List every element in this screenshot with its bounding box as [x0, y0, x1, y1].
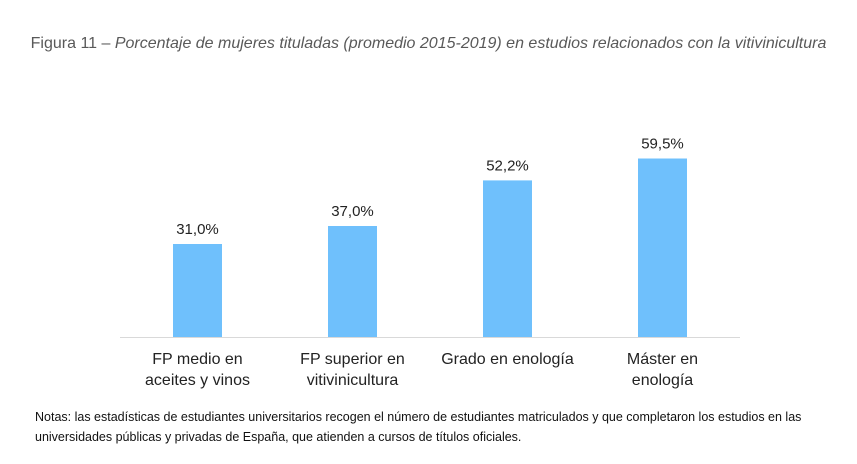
- category-label-4: Máster en enología: [627, 351, 698, 389]
- bar-1: [173, 244, 222, 337]
- category-label-1-line-2: aceites y vinos: [145, 372, 250, 389]
- bar-4: [638, 158, 687, 337]
- category-label-2: FP superior en vitivinicultura: [300, 351, 405, 389]
- chart-notes: Notas: las estadísticas de estudiantes u…: [35, 410, 802, 444]
- bar-2: [328, 226, 377, 337]
- category-label-1: FP medio en aceites y vinos: [145, 351, 250, 389]
- bar-chart: 31,0% FP medio en aceites y vinos 37,0% FP s…: [120, 136, 740, 389]
- data-label-4: 59,5%: [641, 136, 684, 153]
- figure-title: Figura 11 – Porcentaje de mujeres titula…: [20, 32, 837, 56]
- data-label-3: 52,2%: [486, 157, 529, 174]
- bar-3: [483, 180, 532, 337]
- category-label-1-line-1: FP medio en: [152, 351, 242, 368]
- category-label-4-line-1: Máster en: [627, 351, 698, 368]
- data-label-2: 37,0%: [331, 203, 374, 220]
- category-label-3: Grado en enología: [441, 351, 574, 368]
- data-label-1: 31,0%: [176, 221, 219, 238]
- category-label-3-line-1: Grado en enología: [441, 351, 574, 368]
- category-label-4-line-2: enología: [632, 372, 693, 389]
- figure-title-main: Porcentaje de mujeres tituladas (promedi…: [114, 35, 827, 52]
- category-label-2-line-1: FP superior en: [300, 351, 405, 368]
- category-label-2-line-2: vitivinicultura: [307, 372, 399, 389]
- figure-title-prefix: Figura 11 –: [30, 35, 115, 52]
